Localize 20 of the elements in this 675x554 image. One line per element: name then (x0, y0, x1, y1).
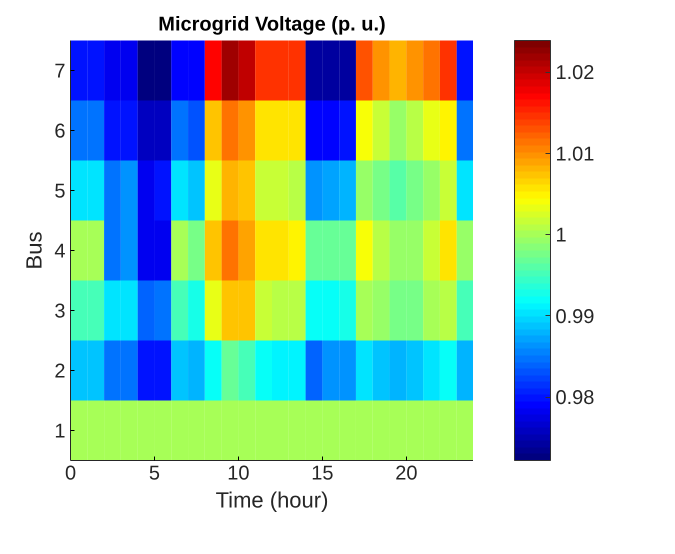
x-tick-label: 20 (395, 462, 418, 484)
y-tick-label: 3 (54, 300, 66, 322)
x-tick-label: 0 (64, 462, 76, 484)
color-bar-label: 1.01 (556, 143, 594, 166)
x-tick-label: 5 (148, 462, 160, 484)
color-bar-label: 0.98 (556, 387, 594, 410)
y-tick-label: 6 (54, 120, 66, 142)
color-bar-label: 1.02 (556, 62, 594, 84)
chart-title: Microgrid Voltage (p. u.) (158, 14, 386, 36)
x-axis-title: Time (hour) (216, 488, 328, 512)
y-tick-label: 7 (54, 60, 66, 82)
x-tick-label: 10 (227, 462, 250, 484)
y-tick-label: 2 (54, 360, 66, 382)
color-bar-label: 1 (556, 224, 567, 247)
color-bar-label: 0.99 (556, 306, 594, 328)
y-tick-label: 5 (54, 180, 66, 202)
y-axis-title: Bus (21, 232, 46, 270)
x-tick-label: 15 (311, 462, 334, 484)
y-tick-label: 4 (54, 240, 66, 262)
y-tick-label: 1 (54, 420, 66, 442)
